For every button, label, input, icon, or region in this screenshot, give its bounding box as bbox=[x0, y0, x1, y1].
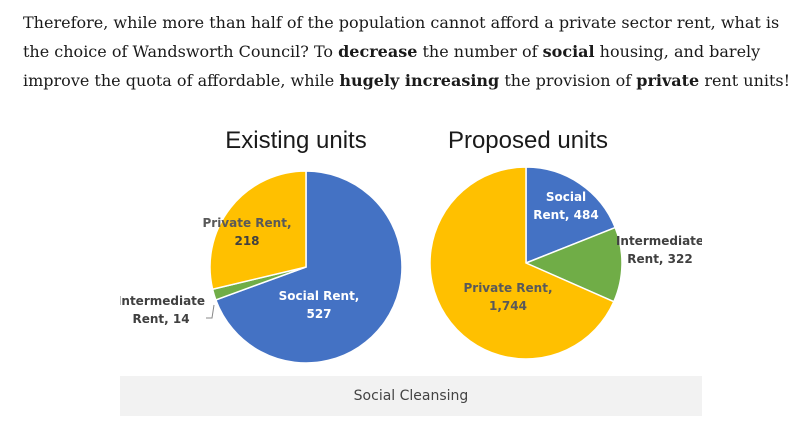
pie-slice-proposed-social-rent bbox=[525, 166, 617, 265]
pie-slice-proposed-private-rent bbox=[429, 166, 615, 360]
pie-proposed bbox=[429, 166, 623, 360]
label-intermediate-proposed-1: Intermediate bbox=[616, 234, 702, 248]
pie-slice-existing-social-rent bbox=[214, 170, 403, 364]
article-bold-hugely-increasing: hugely increasing bbox=[339, 71, 500, 90]
label-intermediate-existing-2: Rent, 14 bbox=[132, 312, 189, 326]
label-social-proposed-2: Rent, 484 bbox=[533, 208, 598, 222]
article-text-4: the provision of bbox=[499, 71, 637, 90]
article-bold-private: private bbox=[636, 71, 700, 90]
article-text-1: Therefore, while more than half of the p… bbox=[23, 13, 780, 61]
article-bold-social: social bbox=[542, 42, 595, 61]
label-intermediate-existing-1: Intermediate bbox=[120, 294, 205, 308]
pie-existing bbox=[209, 170, 403, 364]
article-text-2: the number of bbox=[417, 42, 543, 61]
article-text-3: housing, and barely improve the quota of… bbox=[23, 42, 761, 90]
label-social-existing-1: Social Rent, bbox=[279, 289, 360, 303]
leader-line-intermediate-existing bbox=[206, 304, 215, 319]
label-private-existing-1: Private Rent, bbox=[202, 216, 291, 230]
article-bold-decrease: decrease bbox=[338, 42, 418, 61]
label-private-existing-2: 218 bbox=[234, 234, 259, 248]
chart-title-proposed: Proposed units bbox=[448, 127, 608, 154]
figure-caption: Social Cleansing bbox=[120, 376, 702, 416]
label-private-proposed-1: Private Rent, bbox=[463, 281, 552, 295]
label-social-existing-2: 527 bbox=[306, 307, 331, 321]
pie-slice-proposed-intermediate-rent bbox=[524, 226, 623, 303]
chart-title-existing: Existing units bbox=[225, 127, 366, 154]
pie-charts-svg: Existing units Proposed units Private Re… bbox=[120, 127, 702, 364]
label-intermediate-proposed-2: Rent, 322 bbox=[627, 252, 692, 266]
label-private-proposed-2: 1,744 bbox=[489, 299, 527, 313]
pie-chart-figure: Existing units Proposed units Private Re… bbox=[120, 117, 702, 373]
label-social-proposed-1: Social bbox=[546, 190, 586, 204]
article-paragraph: Therefore, while more than half of the p… bbox=[23, 8, 793, 95]
article-text-5: rent units! bbox=[699, 71, 791, 90]
pie-slice-existing-private-rent bbox=[209, 170, 307, 291]
